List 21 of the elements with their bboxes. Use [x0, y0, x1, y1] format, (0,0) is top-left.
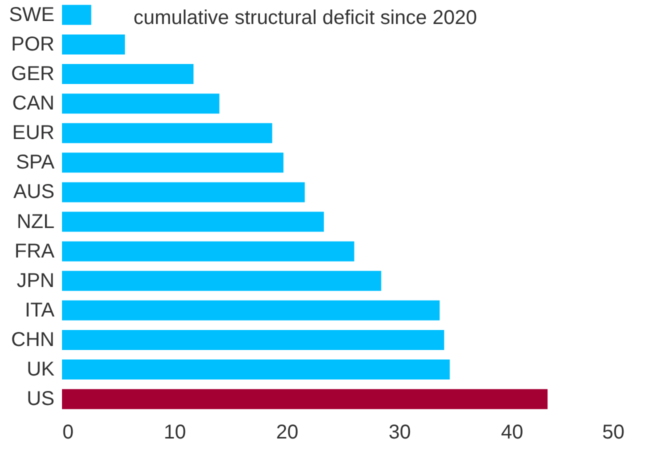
y-tick-label: JPN — [16, 270, 54, 292]
chart-title: cumulative structural deficit since 2020 — [133, 7, 477, 29]
y-tick-label: SWE — [8, 4, 54, 26]
y-tick-label: CHN — [11, 328, 54, 351]
y-tick-label: SPA — [16, 152, 56, 174]
x-tick-label: 30 — [388, 422, 411, 444]
y-tick-label: POR — [11, 33, 54, 56]
x-tick-label: 50 — [602, 422, 624, 444]
y-tick-label: CAN — [12, 92, 54, 115]
y-tick-label: ITA — [24, 299, 56, 322]
y-tick-label: GER — [11, 63, 54, 86]
y-tick-label: EUR — [12, 122, 54, 144]
x-tick-label: 40 — [500, 422, 524, 444]
y-tick-label: FRA — [14, 240, 56, 262]
y-tick-label: NZL — [16, 210, 54, 233]
y-tick-label: US — [26, 388, 54, 410]
y-tick-label: AUS — [13, 181, 54, 204]
x-tick-label: 0 — [62, 422, 74, 444]
y-tick-label: UK — [26, 358, 56, 381]
x-tick-label: 10 — [164, 422, 186, 444]
x-tick-label: 20 — [276, 422, 298, 444]
